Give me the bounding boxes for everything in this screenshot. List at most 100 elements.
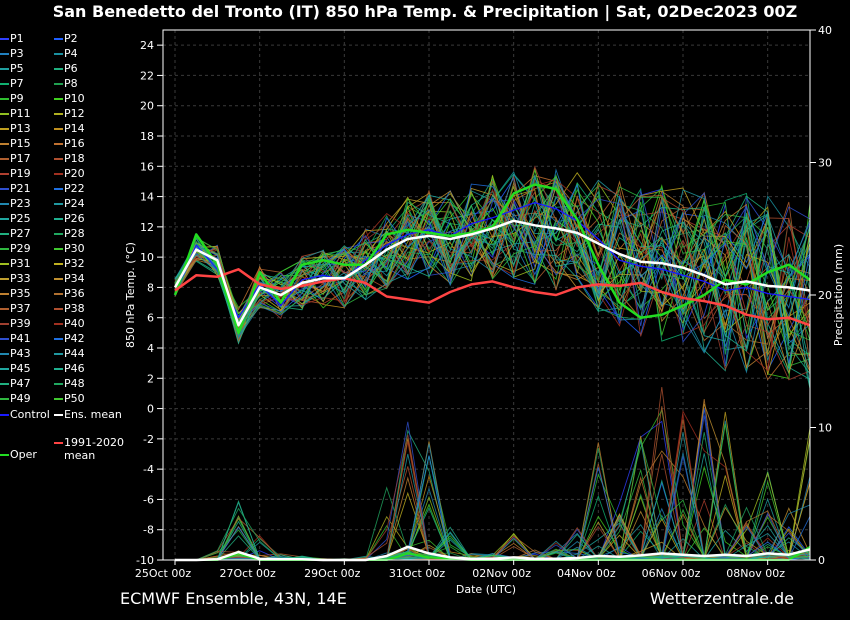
legend-label: P11 <box>10 107 31 120</box>
legend-label: P26 <box>64 212 85 225</box>
legend-label: P28 <box>64 227 85 240</box>
member-line <box>174 182 811 361</box>
legend-label: P2 <box>64 32 78 45</box>
legend-label: P49 <box>10 392 31 405</box>
member-line <box>174 184 811 372</box>
legend-item-p5: P5 <box>0 62 24 75</box>
legend-item-p24: P24 <box>54 197 85 210</box>
y-tick-label: 24 <box>140 39 154 52</box>
legend-label: P21 <box>10 182 31 195</box>
legend-swatch <box>54 173 63 175</box>
member-line <box>174 195 811 374</box>
legend-item-p25: P25 <box>0 212 31 225</box>
legend-swatch <box>54 368 63 370</box>
legend-label: P25 <box>10 212 31 225</box>
legend-label: P48 <box>64 377 85 390</box>
member-precip-line <box>175 453 811 561</box>
legend-swatch <box>54 68 63 70</box>
member-line <box>174 183 811 364</box>
chart-title: San Benedetto del Tronto (IT) 850 hPa Te… <box>52 2 798 21</box>
y2-tick-label: 0 <box>818 554 825 567</box>
legend-item-p11: P11 <box>0 107 31 120</box>
y-tick-label: 20 <box>140 100 154 113</box>
control-line <box>174 201 811 319</box>
legend-label: P32 <box>64 257 85 270</box>
legend-label: P35 <box>10 287 31 300</box>
legend-label: P42 <box>64 332 85 345</box>
legend-item-p36: P36 <box>54 287 85 300</box>
legend-swatch <box>54 158 63 160</box>
legend-item-p28: P28 <box>54 227 85 240</box>
ens-mean-line <box>173 219 811 327</box>
legend-swatch <box>54 293 63 295</box>
legend-swatch <box>54 323 63 325</box>
legend-label: P43 <box>10 347 31 360</box>
y-tick-label: -4 <box>143 463 154 476</box>
legend-item-p3: P3 <box>0 47 24 60</box>
precipitation-lines <box>175 386 811 561</box>
legend-item-p40: P40 <box>54 317 85 330</box>
member-line <box>174 179 811 372</box>
legend-swatch <box>54 203 63 205</box>
legend-label: P17 <box>10 152 31 165</box>
y-tick-label: 14 <box>140 191 154 204</box>
legend-label: P13 <box>10 122 31 135</box>
legend-swatch <box>0 263 9 265</box>
legend-item-p41: P41 <box>0 332 31 345</box>
legend-item-p35: P35 <box>0 287 31 300</box>
member-precip-line <box>175 436 811 561</box>
member-line <box>174 189 811 345</box>
legend-item-p49: P49 <box>0 392 31 405</box>
legend-swatch <box>0 338 9 340</box>
legend-label: P9 <box>10 92 24 105</box>
legend-label: P38 <box>64 302 85 315</box>
y-tick-label: 2 <box>147 372 154 385</box>
legend-swatch <box>0 68 9 70</box>
y-tick-label: 16 <box>140 160 154 173</box>
legend-item-oper: Oper <box>0 448 37 461</box>
legend-swatch <box>54 53 63 55</box>
legend-label: P40 <box>64 317 85 330</box>
legend-swatch <box>54 98 63 100</box>
y-tick-label: -2 <box>143 433 154 446</box>
legend-swatch <box>0 188 9 190</box>
legend-label: P22 <box>64 182 85 195</box>
y-tick-label: -10 <box>136 554 154 567</box>
legend-swatch <box>54 263 63 265</box>
y-tick-label: 12 <box>140 221 154 234</box>
legend-item-p27: P27 <box>0 227 31 240</box>
y-tick-label: 10 <box>140 251 154 264</box>
legend-swatch <box>0 278 9 280</box>
legend-item-p45: P45 <box>0 362 31 375</box>
x-tick-label: 27Oct 00z <box>220 567 277 580</box>
legend-swatch <box>0 143 9 145</box>
legend-label: P5 <box>10 62 24 75</box>
legend-label: P4 <box>64 47 78 60</box>
legend-item-p19: P19 <box>0 167 31 180</box>
legend-item-p13: P13 <box>0 122 31 135</box>
y-axis-label: 850 hPa Temp. (°C) <box>124 242 137 348</box>
legend-item-p48: P48 <box>54 377 85 390</box>
member-line <box>174 177 811 356</box>
legend-item-p50: P50 <box>54 392 85 405</box>
legend-label: P18 <box>64 152 85 165</box>
legend-item-p1: P1 <box>0 32 24 45</box>
legend-swatch <box>0 233 9 235</box>
legend-swatch <box>0 454 9 456</box>
legend-item-p17: P17 <box>0 152 31 165</box>
legend-item-control: Control <box>0 408 50 421</box>
member-line <box>174 181 811 367</box>
legend-swatch <box>0 83 9 85</box>
footer-model-info: ECMWF Ensemble, 43N, 14E <box>120 589 347 608</box>
legend-label: P15 <box>10 137 31 150</box>
x-tick-label: 06Nov 00z <box>642 567 701 580</box>
y-tick-label: 4 <box>147 342 154 355</box>
legend-label: P33 <box>10 272 31 285</box>
legend-swatch <box>0 398 9 400</box>
ensemble-members <box>174 165 811 389</box>
legend-item-p29: P29 <box>0 242 31 255</box>
legend-item-p20: P20 <box>54 167 85 180</box>
legend-label: P36 <box>64 287 85 300</box>
